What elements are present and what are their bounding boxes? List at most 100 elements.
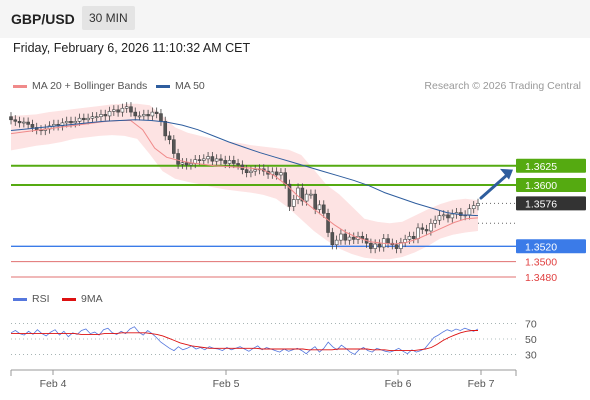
candle-body (471, 205, 476, 210)
candle-body (219, 158, 223, 161)
candle-body (107, 111, 112, 117)
current-price-label-text: 1.3576 (525, 198, 557, 210)
candle-body (150, 111, 155, 117)
candle-body (90, 116, 95, 119)
legend-9ma: 9MA (62, 293, 103, 305)
candle (82, 113, 86, 125)
candle (13, 115, 18, 126)
candle-body (283, 172, 288, 185)
candle-body (309, 193, 313, 196)
candle-body (154, 111, 159, 114)
legend-ma50: MA 50 (156, 80, 205, 92)
forecast-arrow-head (500, 168, 513, 180)
candle-body (26, 121, 30, 125)
candle (206, 151, 210, 164)
candle (116, 105, 120, 117)
candle-body (300, 187, 305, 202)
rsi-level-label: 50 (525, 334, 537, 346)
candle-body (416, 227, 420, 239)
candle-body (206, 156, 210, 160)
ma20-swatch (13, 84, 27, 88)
candle-body (17, 121, 22, 124)
candle-body (103, 114, 108, 117)
candle (360, 231, 365, 244)
candle (180, 158, 185, 169)
candle-body (197, 159, 202, 161)
candle (90, 112, 95, 123)
resistance-label-1: 1.3625 (516, 158, 586, 173)
candle (351, 232, 356, 244)
candle-body (450, 213, 455, 219)
candle (150, 107, 155, 121)
candle-body (437, 215, 442, 221)
candle-body (369, 242, 373, 249)
candle-body (82, 117, 86, 121)
x-tick-label: Feb 7 (468, 378, 495, 390)
candle-body (201, 158, 206, 161)
rsi-level-label: 70 (525, 319, 537, 331)
legend-ma50-label: MA 50 (175, 80, 205, 92)
candle-body (373, 243, 377, 249)
candle-body (214, 158, 219, 162)
ma20-line (10, 120, 479, 245)
candle (184, 158, 189, 170)
candle-body (304, 193, 309, 202)
candle (326, 208, 330, 238)
candle-body (411, 236, 416, 239)
candle (433, 215, 437, 228)
candle-body (476, 203, 480, 206)
pivot-label-bg (516, 239, 586, 254)
candle-body (189, 163, 193, 166)
candle-body (167, 135, 172, 141)
candle-body (326, 213, 330, 233)
candle (321, 200, 326, 218)
candle-body (334, 239, 339, 246)
candle (17, 116, 22, 128)
resistance-label-2-text: 1.3600 (525, 180, 557, 192)
candle (476, 198, 480, 211)
x-tick-label: Feb 4 (40, 378, 67, 390)
candle (227, 155, 232, 169)
candle (167, 131, 172, 145)
candle-body (30, 124, 35, 128)
candle (330, 227, 335, 250)
legend-ma20-label: MA 20 + Bollinger Bands (32, 80, 148, 92)
rsi-swatch (13, 297, 27, 301)
candle (124, 102, 129, 113)
candle (219, 154, 223, 166)
candle (142, 109, 146, 121)
candle-body (223, 160, 228, 164)
candle-body (424, 229, 429, 232)
support-label-2: 1.3480 (525, 272, 557, 284)
candle (287, 179, 292, 212)
timeframe-button[interactable]: 30 MIN (82, 6, 135, 30)
candle (201, 154, 206, 166)
candle-body (13, 119, 18, 122)
forecast-arrow-shaft (479, 173, 509, 200)
candle (424, 224, 429, 236)
candle-body (142, 114, 146, 117)
candle (94, 112, 99, 122)
candle (339, 229, 343, 245)
candle (377, 239, 382, 252)
candle-body (116, 109, 120, 113)
candle-body (120, 107, 125, 113)
chart-timestamp: Friday, February 6, 2026 11:10:32 AM CET (13, 41, 251, 55)
candle (146, 109, 150, 121)
candle-body (146, 114, 150, 117)
legend-ma20: MA 20 + Bollinger Bands (13, 80, 147, 92)
candle (394, 240, 399, 254)
candle-body (291, 199, 296, 207)
candle-body (287, 183, 292, 207)
credit-text: Research © 2026 Trading Central (424, 80, 581, 92)
candle-body (180, 162, 185, 165)
candle-body (441, 214, 446, 217)
candle (244, 165, 249, 178)
candle (437, 211, 442, 225)
candle-body (274, 171, 279, 176)
candle-body (351, 236, 356, 240)
candle (317, 200, 322, 215)
candle-body (386, 238, 390, 244)
pivot-label: 1.3520 (516, 239, 586, 254)
